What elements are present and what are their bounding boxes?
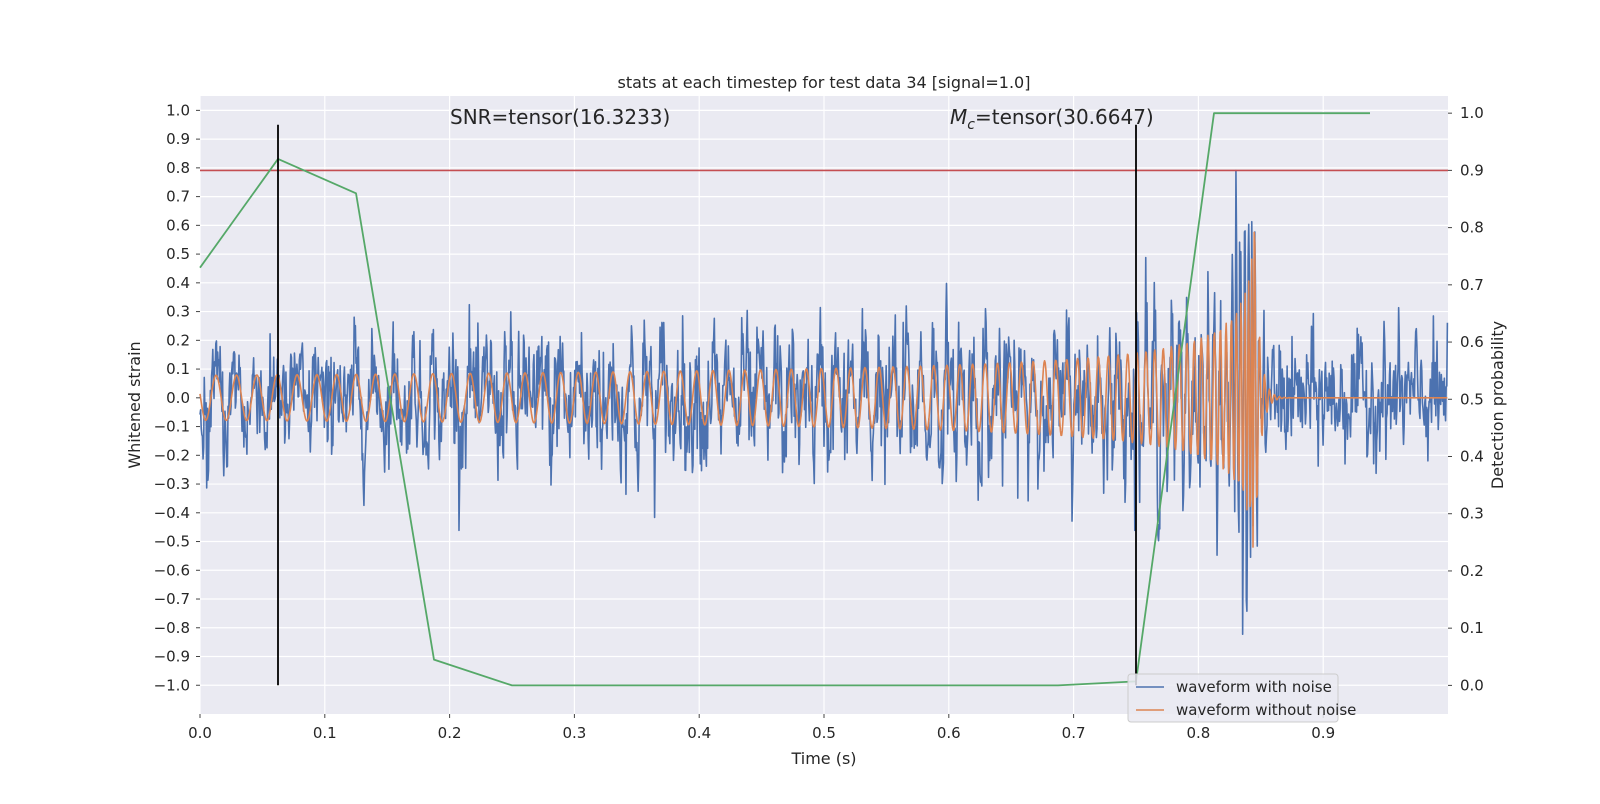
mc-annotation: Mc=tensor(30.6647) [950,105,1154,133]
y-right-tick-label-6: 0.4 [1460,448,1484,466]
mc-value: =tensor(30.6647) [975,105,1154,129]
y-right-tick-label-8: 0.2 [1460,562,1484,580]
y-right-tick-label-3: 0.7 [1460,276,1484,294]
legend-label-noise: waveform with noise [1176,678,1332,696]
x-tick-label-0: 0.0 [188,724,212,742]
y-tick-label-2: 0.8 [166,159,190,177]
y-tick-label-9: 0.1 [166,360,190,378]
y-tick-label-3: 0.7 [166,188,190,206]
y-tick-label-5: 0.5 [166,245,190,263]
y-tick-label-15: −0.5 [154,533,190,551]
mc-symbol: M [950,105,967,129]
y-tick-label-18: −0.8 [154,619,190,637]
y-tick-label-13: −0.3 [154,475,190,493]
y-tick-label-16: −0.6 [154,561,190,579]
y-right-tick-label-2: 0.8 [1460,219,1484,237]
y-tick-label-7: 0.3 [166,303,190,321]
y-tick-label-10: 0.0 [166,389,190,407]
x-tick-label-4: 0.4 [687,724,711,742]
y-tick-label-6: 0.4 [166,274,190,292]
y-tick-label-4: 0.6 [166,216,190,234]
x-tick-label-2: 0.2 [438,724,462,742]
legend: waveform with noise waveform without noi… [1128,674,1356,722]
y-right-tick-label-9: 0.1 [1460,619,1484,637]
y-tick-label-17: −0.7 [154,590,190,608]
y-right-axis-label: Detection probability [1488,321,1507,489]
x-tick-label-3: 0.3 [562,724,586,742]
y-tick-label-12: −0.2 [154,446,190,464]
x-tick-label-1: 0.1 [313,724,337,742]
y-tick-label-11: −0.1 [154,418,190,436]
x-tick-label-8: 0.8 [1186,724,1210,742]
x-tick-label-7: 0.7 [1062,724,1086,742]
y-right-tick-label-0: 1.0 [1460,104,1484,122]
y-tick-label-20: −1.0 [154,676,190,694]
y-right-tick-label-7: 0.3 [1460,505,1484,523]
x-tick-label-6: 0.6 [937,724,961,742]
y-tick-label-1: 0.9 [166,130,190,148]
y-right-tick-label-10: 0.0 [1460,676,1484,694]
legend-label-clean: waveform without noise [1176,701,1356,719]
y-tick-label-14: −0.4 [154,504,190,522]
y-right-tick-label-4: 0.6 [1460,333,1484,351]
y-tick-label-8: 0.2 [166,331,190,349]
y-right-tick-label-1: 0.9 [1460,161,1484,179]
y-tick-label-19: −0.9 [154,648,190,666]
chart-title: stats at each timestep for test data 34 … [618,73,1031,92]
x-tick-label-9: 0.9 [1311,724,1335,742]
y-tick-label-0: 1.0 [166,101,190,119]
y-axis-label: Whitened strain [125,341,144,468]
x-tick-label-5: 0.5 [812,724,836,742]
snr-annotation: SNR=tensor(16.3233) [450,105,670,129]
x-axis-label: Time (s) [790,749,856,768]
y-right-tick-label-5: 0.5 [1460,390,1484,408]
